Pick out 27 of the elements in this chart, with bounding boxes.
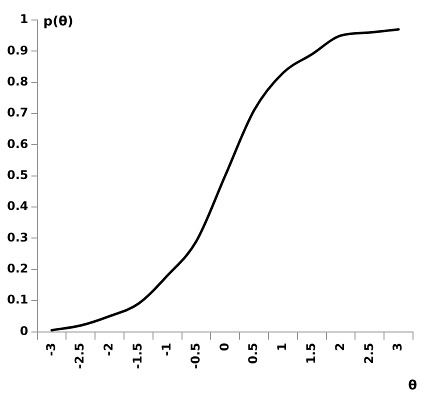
y-tick-label: 0.9	[6, 43, 28, 58]
line-series	[50, 28, 400, 332]
x-tick-label: 3	[390, 342, 405, 352]
y-tick-label: 0.3	[6, 230, 28, 244]
y-tick-label: 1	[20, 12, 28, 26]
x-tick-label: -2	[102, 342, 116, 356]
y-tick-label: 0.4	[6, 199, 28, 214]
x-tick-label: -2.5	[72, 342, 87, 370]
x-tick-label: -1.5	[130, 342, 145, 370]
y-tick-label: 0.7	[6, 106, 28, 120]
x-tick-label: 1.5	[304, 342, 318, 364]
x-axis-title: θ	[408, 378, 418, 394]
y-tick-label: 0.2	[6, 262, 28, 276]
x-tick-label: 0	[217, 342, 232, 352]
y-tick-label: 0.5	[6, 168, 28, 182]
y-tick-label: 0	[20, 324, 28, 338]
x-tick-label: 2	[332, 342, 347, 352]
y-tick-label: 0.1	[6, 292, 28, 307]
y-tick-label: 0.8	[6, 74, 28, 88]
x-tick-label: 2.5	[362, 342, 376, 364]
x-tick-label: 1	[275, 342, 290, 352]
y-axis-title: p(θ)	[43, 14, 74, 30]
y-tick-label: 0.6	[6, 136, 28, 151]
x-tick-label: -0.5	[188, 342, 202, 370]
x-tick-label: -1	[159, 342, 174, 356]
x-tick-label: -3	[44, 342, 58, 356]
x-tick-label: 0.5	[246, 342, 260, 364]
